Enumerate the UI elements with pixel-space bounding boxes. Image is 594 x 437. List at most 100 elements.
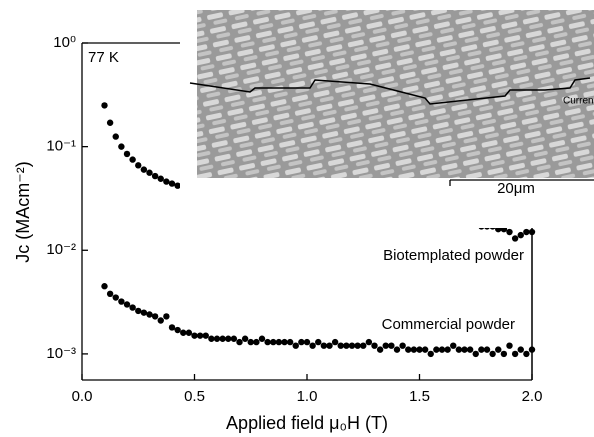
point	[444, 346, 451, 353]
point	[219, 335, 226, 342]
point	[517, 346, 524, 353]
x-axis-label: Applied field μ₀H (T)	[226, 413, 388, 433]
point	[123, 301, 131, 308]
point	[523, 228, 530, 236]
point	[140, 166, 148, 173]
point	[421, 346, 429, 353]
point	[337, 342, 344, 349]
x-tick-label: 0.5	[184, 388, 205, 405]
point	[168, 324, 176, 331]
point	[348, 342, 356, 349]
point	[174, 326, 181, 334]
point	[225, 335, 232, 342]
point	[253, 338, 260, 346]
point	[140, 309, 148, 316]
x-tick-label: 1.0	[297, 388, 318, 405]
point	[298, 338, 305, 346]
y-tick-label: 10⁻²	[46, 241, 76, 258]
point	[393, 346, 401, 353]
point	[455, 346, 463, 353]
point	[517, 231, 524, 239]
point	[129, 304, 136, 311]
y-tick-label: 10⁻³	[46, 345, 76, 362]
point	[523, 350, 530, 358]
point	[106, 290, 114, 298]
annotation: Current	[563, 96, 594, 107]
point	[315, 338, 322, 346]
point	[292, 342, 299, 349]
point	[191, 332, 198, 339]
point	[354, 342, 361, 349]
point	[135, 307, 142, 315]
point	[489, 350, 496, 358]
point	[303, 338, 311, 346]
point	[202, 332, 209, 339]
point	[309, 342, 316, 349]
point	[506, 228, 513, 236]
point	[275, 338, 283, 346]
point	[399, 342, 406, 349]
y-axis-label: Jc (MAcm⁻²)	[13, 161, 33, 262]
point	[416, 346, 423, 353]
point	[472, 350, 479, 358]
point	[230, 335, 238, 342]
point	[511, 350, 519, 358]
x-tick-label: 0.0	[72, 388, 93, 405]
point	[478, 346, 485, 353]
point	[427, 350, 434, 358]
point	[410, 346, 418, 353]
point	[146, 169, 153, 176]
point	[151, 172, 159, 180]
point	[236, 338, 243, 346]
point	[101, 283, 108, 290]
point	[168, 180, 176, 187]
point	[157, 175, 164, 182]
point	[495, 346, 502, 353]
point	[382, 342, 389, 349]
point	[208, 335, 215, 342]
point	[360, 342, 367, 349]
point	[270, 338, 277, 346]
point	[438, 346, 446, 353]
point	[371, 342, 378, 349]
point	[247, 338, 254, 346]
point	[163, 313, 170, 320]
x-tick-label: 2.0	[522, 388, 543, 405]
point	[258, 335, 266, 342]
point	[376, 346, 384, 353]
point	[286, 338, 294, 346]
point	[461, 346, 468, 353]
point	[365, 338, 373, 346]
point	[129, 156, 136, 163]
point	[123, 150, 131, 158]
point	[185, 329, 193, 336]
point	[450, 342, 457, 349]
sem-inset	[180, 0, 594, 228]
series-label: Biotemplated powder	[383, 247, 524, 264]
series-label: Commercial powder	[382, 316, 515, 333]
point	[157, 317, 164, 324]
point	[135, 162, 142, 169]
point	[118, 298, 125, 305]
point	[264, 338, 271, 346]
point	[483, 346, 491, 353]
x-tick-label: 1.5	[409, 388, 430, 405]
point	[320, 342, 328, 349]
point	[343, 342, 350, 349]
point	[112, 294, 119, 301]
y-tick-label: 10⁰	[53, 34, 76, 51]
point	[146, 311, 153, 318]
point	[466, 346, 474, 353]
point	[118, 143, 125, 150]
point	[151, 313, 159, 320]
point	[106, 119, 114, 126]
point	[326, 342, 333, 349]
point	[213, 335, 221, 342]
annotation: 77 K	[88, 49, 119, 66]
point	[281, 338, 288, 346]
point	[180, 329, 187, 336]
point	[112, 133, 119, 140]
point	[331, 338, 339, 346]
point	[388, 342, 395, 349]
point	[433, 346, 440, 353]
